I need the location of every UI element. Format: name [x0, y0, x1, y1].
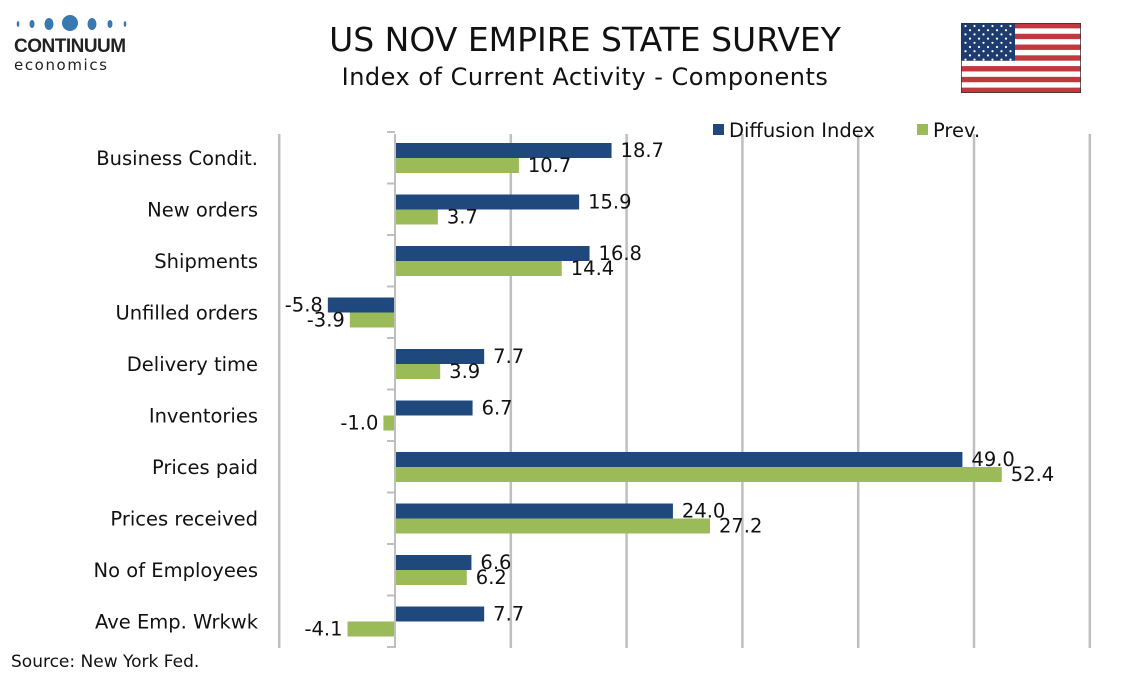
data-label: 3.7: [447, 206, 478, 229]
data-label: 24.0: [682, 500, 725, 523]
bar-diffusion: [395, 606, 485, 622]
data-label: 6.7: [482, 397, 513, 420]
data-label: -1.0: [340, 412, 378, 435]
bar-diffusion: [395, 349, 485, 364]
bar-diffusion: [395, 246, 590, 261]
data-label: 7.7: [493, 603, 524, 626]
bar-prev: [395, 570, 467, 585]
bar-diffusion: [327, 297, 395, 313]
chart-title: US NOV EMPIRE STATE SURVEY: [329, 20, 841, 59]
labels: Business Condit. 18.7 10.7 New orders 15.9 3.…: [94, 139, 1055, 641]
source-note: Source: New York Fed.: [11, 652, 200, 672]
data-label: 7.7: [493, 345, 524, 368]
category-label: Business Condit.: [96, 147, 258, 170]
legend-swatch: [917, 124, 928, 135]
bar-prev: [383, 415, 395, 431]
data-label: 14.4: [571, 257, 614, 280]
data-label: -3.9: [307, 309, 345, 332]
bars: [327, 143, 1002, 637]
bar-diffusion: [395, 400, 473, 416]
category-label: Prices received: [110, 508, 258, 531]
brand-sub: economics: [14, 56, 109, 74]
gridlines: [277, 134, 1092, 648]
bar-diffusion: [395, 143, 612, 158]
bar-prev: [347, 621, 395, 637]
bar-diffusion: [395, 452, 963, 467]
category-label: Inventories: [149, 405, 258, 428]
category-label: Delivery time: [127, 353, 258, 376]
data-label: 10.7: [528, 154, 571, 177]
category-label: Ave Emp. Wrkwk: [95, 611, 259, 634]
data-label: -5.8: [285, 294, 323, 317]
data-label: 6.2: [476, 566, 507, 589]
us-flag-icon: [961, 23, 1081, 93]
continuum-logo: CONTINUUM economics: [14, 14, 134, 76]
brand-name: CONTINUUM: [14, 36, 126, 57]
bar-diffusion: [395, 503, 673, 519]
data-label: 52.4: [1011, 463, 1054, 486]
category-label: Shipments: [154, 250, 258, 273]
data-label: 6.6: [480, 551, 511, 574]
legend-label: Prev.: [933, 119, 980, 142]
data-label: 15.9: [588, 191, 631, 214]
bar-prev: [349, 312, 395, 328]
chart-subtitle: Index of Current Activity - Components: [341, 63, 829, 91]
data-label: 27.2: [719, 515, 762, 538]
category-label: Unfilled orders: [116, 302, 258, 325]
bar-prev: [395, 158, 519, 173]
bar-diffusion: [395, 194, 580, 210]
bar-prev: [395, 209, 438, 225]
bar-prev: [395, 261, 562, 276]
logo-dots-icon: [16, 15, 127, 31]
legend-label: Diffusion Index: [729, 119, 875, 142]
bar-diffusion: [395, 555, 472, 570]
legend-swatch: [713, 124, 724, 135]
category-label: Prices paid: [152, 456, 258, 479]
category-label: New orders: [147, 199, 258, 222]
bar-prev: [395, 364, 441, 379]
bar-prev: [395, 518, 710, 534]
legend: Diffusion Index Prev.: [713, 119, 980, 142]
data-label: 16.8: [599, 242, 642, 265]
category-label: No of Employees: [94, 559, 258, 582]
data-label: 49.0: [971, 448, 1014, 471]
data-label: -4.1: [304, 618, 342, 641]
data-label: 3.9: [449, 360, 480, 383]
data-label: 18.7: [621, 139, 664, 162]
y-axis: [387, 131, 396, 648]
bar-prev: [395, 467, 1002, 482]
